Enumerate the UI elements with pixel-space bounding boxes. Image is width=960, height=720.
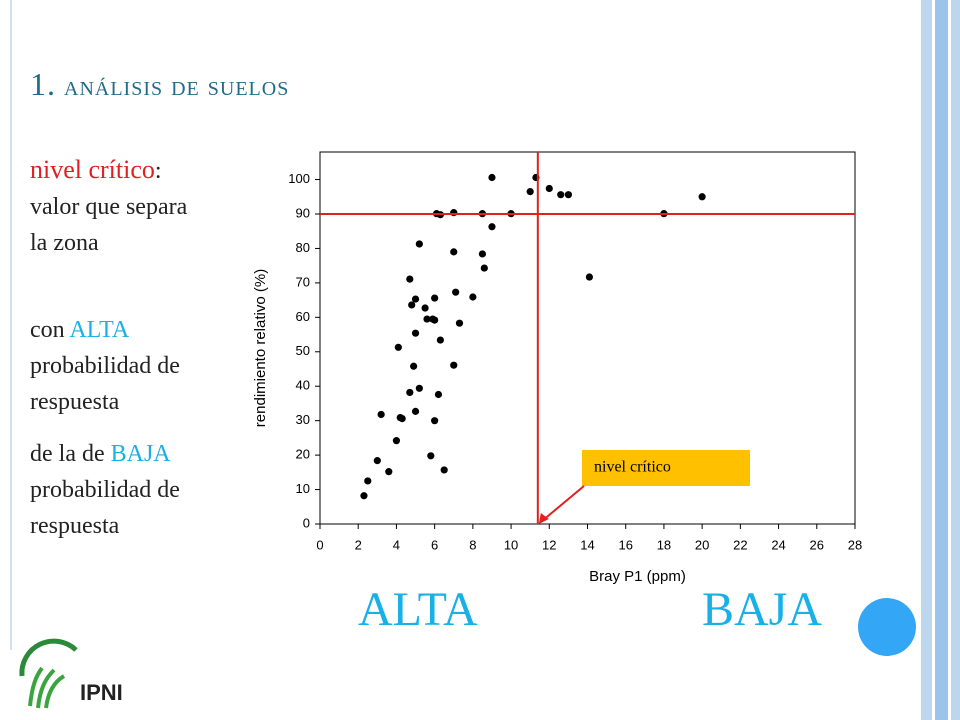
x-tick-label: 4 — [393, 537, 400, 552]
term: nivel crítico — [30, 155, 155, 184]
point — [431, 316, 439, 324]
y-tick-label: 10 — [296, 481, 310, 496]
annotation-box — [582, 450, 750, 486]
y-tick-label: 90 — [296, 205, 310, 220]
point — [377, 410, 385, 419]
x-tick-label: 22 — [733, 537, 747, 552]
x-tick-label: 16 — [618, 537, 632, 552]
x-tick-label: 26 — [810, 537, 824, 552]
point — [360, 492, 368, 500]
point — [585, 273, 594, 281]
point — [452, 288, 460, 296]
x-axis-label: Bray P1 (ppm) — [589, 568, 686, 585]
y-tick-label: 60 — [296, 309, 310, 324]
y-tick-label: 100 — [288, 171, 310, 186]
point — [415, 240, 423, 248]
point — [385, 468, 393, 476]
point — [698, 193, 706, 201]
point — [526, 188, 534, 196]
highlight: ALTA — [69, 317, 128, 343]
point — [450, 248, 458, 256]
point — [411, 407, 420, 415]
text: probabilidad de respuesta — [30, 477, 180, 539]
x-tick-label: 10 — [504, 537, 518, 552]
x-tick-label: 28 — [848, 537, 862, 552]
point — [434, 390, 443, 399]
x-tick-label: 2 — [355, 537, 362, 552]
y-tick-label: 30 — [296, 412, 310, 427]
point — [557, 191, 565, 199]
circle — [858, 598, 916, 656]
point — [373, 457, 381, 465]
annotation-arrow — [540, 485, 585, 523]
zone-right: BAJA — [702, 583, 823, 636]
y-tick-label: 40 — [296, 378, 310, 393]
point — [408, 301, 416, 309]
annotation-arrowhead — [538, 513, 549, 524]
left-rule — [10, 0, 12, 650]
point — [450, 361, 458, 369]
highlight: BAJA — [110, 441, 170, 467]
logo-text: IPNI — [80, 680, 123, 705]
x-tick-label: 8 — [469, 537, 476, 552]
logo: IPNI — [19, 638, 123, 709]
point — [410, 362, 418, 370]
title-number: 1. — [30, 66, 56, 102]
point — [431, 294, 439, 302]
x-tick-label: 24 — [771, 537, 785, 552]
x-tick-label: 6 — [431, 537, 438, 552]
y-tick-label: 80 — [296, 240, 310, 255]
point — [421, 304, 429, 312]
point — [488, 173, 496, 182]
y-tick-label: 20 — [296, 447, 310, 462]
stripes — [918, 0, 960, 720]
point — [545, 184, 553, 193]
y-axis-label: rendimiento relativo (%) — [252, 269, 269, 427]
point — [411, 329, 420, 337]
y-tick-label: 0 — [303, 515, 310, 530]
point — [398, 415, 406, 423]
chart: 0 2 4 6 8 10 12 14 16 18 20 22 24 26 28010203040506070… — [252, 151, 862, 585]
x-tick-label: 0 — [316, 537, 323, 552]
point — [406, 275, 414, 283]
zone-left: ALTA — [358, 583, 478, 636]
text: de la de — [30, 441, 105, 467]
x-tick-label: 20 — [695, 537, 709, 552]
colon: : — [154, 158, 162, 184]
point — [415, 384, 423, 392]
point — [455, 319, 464, 327]
point — [450, 209, 458, 217]
x-tick-label: 12 — [542, 537, 556, 552]
point — [364, 477, 372, 485]
text: con — [30, 317, 65, 343]
point — [392, 437, 401, 445]
definition: nivel crítico: valor que separa la zona — [30, 152, 195, 261]
definition-text: valor que separa la zona — [30, 194, 188, 256]
point — [440, 466, 448, 474]
point — [411, 295, 420, 303]
text: probabilidad de respuesta — [30, 353, 180, 415]
baja-line: de la de BAJA probabilidad de respuesta — [30, 436, 195, 544]
alta-line: con ALTA probabilidad de respuesta — [30, 312, 195, 420]
point — [488, 223, 496, 231]
point — [406, 388, 414, 397]
point — [564, 191, 572, 199]
title: 1. análisis de suelos — [30, 66, 289, 103]
point — [394, 343, 402, 351]
point — [480, 264, 488, 272]
y-tick-label: 70 — [296, 274, 310, 289]
point — [469, 293, 477, 301]
x-tick-label: 14 — [580, 537, 594, 552]
annotation: nivel crítico — [594, 459, 671, 476]
title-text: análisis de suelos — [64, 71, 290, 102]
point — [478, 250, 487, 258]
point — [423, 315, 431, 323]
point — [431, 417, 439, 425]
point — [436, 336, 444, 344]
x-tick-label: 18 — [657, 537, 671, 552]
y-tick-label: 50 — [296, 343, 310, 358]
point — [427, 452, 435, 460]
